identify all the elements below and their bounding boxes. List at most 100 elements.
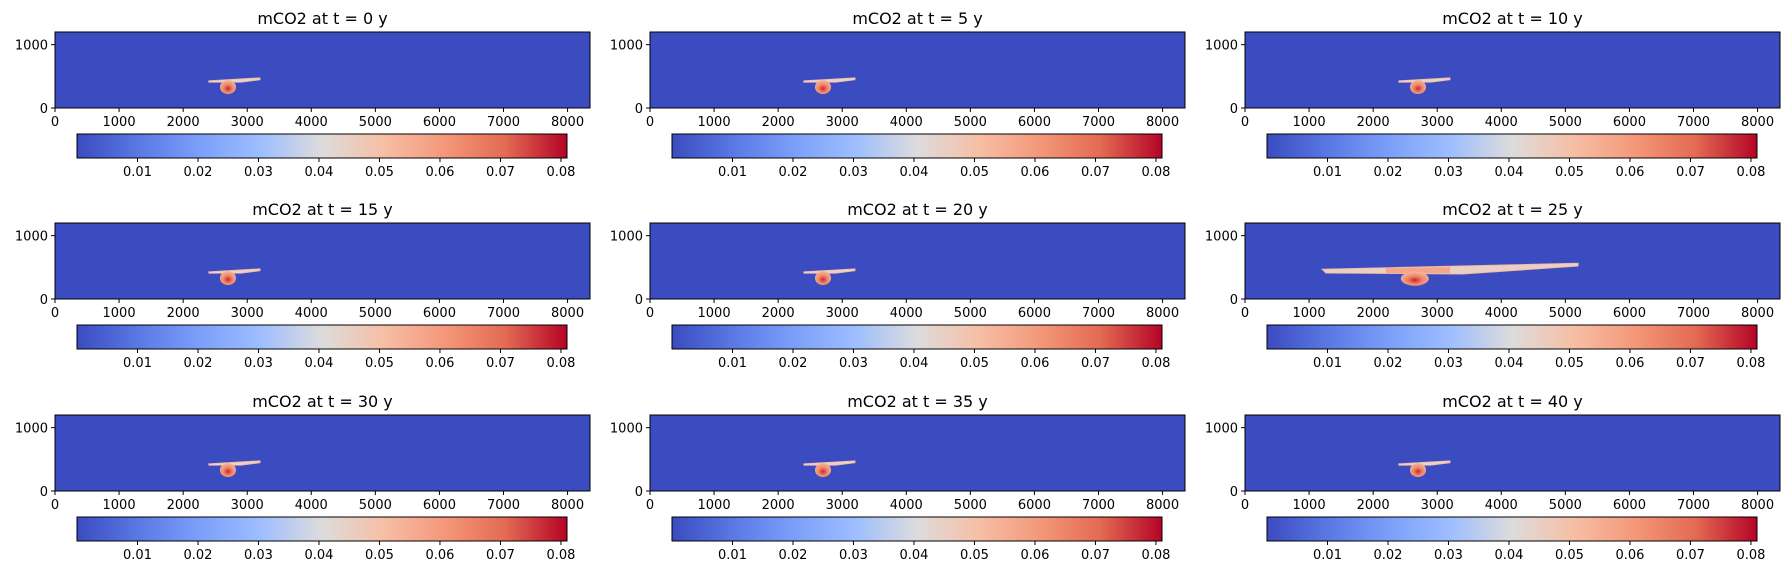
x-tick-label: 8000 bbox=[1146, 115, 1179, 130]
colorbar-tick-label: 0.03 bbox=[1434, 356, 1463, 371]
colorbar-tick-label: 0.02 bbox=[184, 548, 213, 563]
field-background bbox=[1245, 32, 1780, 108]
colorbar-tick-label: 0.07 bbox=[486, 165, 515, 180]
x-tick-label: 7000 bbox=[1082, 306, 1115, 321]
colorbar-tick-label: 0.05 bbox=[960, 356, 989, 371]
axes-frame bbox=[54, 222, 591, 300]
colorbar-tick-label: 0.06 bbox=[1020, 165, 1049, 180]
x-tick-label: 1000 bbox=[103, 115, 136, 130]
x-tick-label: 6000 bbox=[1018, 115, 1051, 130]
x-tick-label: 2000 bbox=[762, 115, 795, 130]
colorbar-tick-label: 0.05 bbox=[365, 165, 394, 180]
panel-3: mCO2 at t = 15 y 0 1000 2000 3000 4000 5000 600… bbox=[15, 200, 591, 371]
colorbar-tick-label: 0.01 bbox=[1313, 356, 1342, 371]
colorbar-tick-label: 0.08 bbox=[546, 165, 575, 180]
plume-layer bbox=[1398, 77, 1451, 83]
panel-title: mCO2 at t = 20 y bbox=[847, 200, 988, 219]
colorbar-tick-label: 0.08 bbox=[1141, 548, 1170, 563]
x-tick-label: 8000 bbox=[551, 115, 584, 130]
panel-title: mCO2 at t = 30 y bbox=[252, 392, 393, 411]
colorbar-tick-label: 0.08 bbox=[546, 548, 575, 563]
colorbar-tick-label: 0.04 bbox=[1494, 356, 1523, 371]
plume-core bbox=[814, 271, 831, 286]
panel-4: mCO2 at t = 20 y 0 1000 2000 3000 4000 5000 600… bbox=[610, 200, 1186, 371]
colorbar bbox=[671, 516, 1163, 542]
x-tick-label: 1000 bbox=[1293, 498, 1326, 513]
x-tick-label: 5000 bbox=[359, 306, 392, 321]
x-tick-label: 4000 bbox=[295, 306, 328, 321]
x-tick-label: 8000 bbox=[1146, 306, 1179, 321]
y-tick-label: 1000 bbox=[15, 39, 48, 54]
y-tick-label: 0 bbox=[635, 293, 643, 308]
axes-frame bbox=[649, 414, 1186, 492]
y-tick-label: 0 bbox=[635, 102, 643, 117]
x-tick-label: 5000 bbox=[359, 115, 392, 130]
colorbar-tick-label: 0.02 bbox=[1374, 165, 1403, 180]
x-tick-label: 1000 bbox=[1293, 115, 1326, 130]
x-tick-label: 4000 bbox=[1485, 498, 1518, 513]
y-tick-label: 1000 bbox=[1205, 230, 1238, 245]
colorbar-tick-label: 0.06 bbox=[1020, 548, 1049, 563]
x-tick-label: 7000 bbox=[487, 115, 520, 130]
field-background bbox=[650, 32, 1185, 108]
x-tick-label: 6000 bbox=[423, 115, 456, 130]
colorbar-tick-label: 0.06 bbox=[1020, 356, 1049, 371]
colorbar-tick-label: 0.08 bbox=[546, 356, 575, 371]
y-tick-label: 0 bbox=[40, 485, 48, 500]
plume-core bbox=[1409, 463, 1426, 478]
colorbar-tick-label: 0.06 bbox=[425, 165, 454, 180]
panel-5: mCO2 at t = 25 y 0 1000 2000 3000 4000 5000 600… bbox=[1205, 200, 1781, 371]
plume-core bbox=[1409, 80, 1426, 95]
colorbar-tick-label: 0.03 bbox=[244, 356, 273, 371]
axes-frame bbox=[1244, 414, 1781, 492]
panel-title: mCO2 at t = 5 y bbox=[852, 9, 982, 28]
x-tick-label: 7000 bbox=[487, 306, 520, 321]
colorbar-tick-label: 0.08 bbox=[1736, 548, 1765, 563]
colorbar-tick-label: 0.02 bbox=[184, 165, 213, 180]
y-tick-label: 0 bbox=[40, 293, 48, 308]
colorbar-tick-label: 0.01 bbox=[1313, 165, 1342, 180]
x-tick-label: 8000 bbox=[1741, 306, 1774, 321]
colorbar-tick-label: 0.05 bbox=[960, 165, 989, 180]
colorbar-tick-label: 0.08 bbox=[1736, 356, 1765, 371]
colorbar-tick-label: 0.03 bbox=[839, 548, 868, 563]
plume-core bbox=[219, 271, 236, 286]
axes-frame bbox=[1244, 222, 1781, 300]
colorbar-tick-label: 0.03 bbox=[839, 356, 868, 371]
x-tick-label: 2000 bbox=[167, 498, 200, 513]
colorbar-tick-label: 0.03 bbox=[244, 165, 273, 180]
field-background bbox=[1245, 415, 1780, 491]
x-tick-label: 6000 bbox=[1613, 306, 1646, 321]
x-tick-label: 1000 bbox=[103, 498, 136, 513]
colorbar-tick-label: 0.04 bbox=[899, 356, 928, 371]
colorbar-tick-label: 0.01 bbox=[718, 165, 747, 180]
panel-title: mCO2 at t = 10 y bbox=[1442, 9, 1583, 28]
panel-0: mCO2 at t = 0 y 0 1000 2000 3000 4000 5000 6000… bbox=[15, 9, 591, 180]
x-tick-label: 6000 bbox=[1613, 498, 1646, 513]
x-tick-label: 5000 bbox=[359, 498, 392, 513]
colorbar-tick-label: 0.06 bbox=[1615, 548, 1644, 563]
y-tick-label: 0 bbox=[1230, 485, 1238, 500]
x-tick-label: 4000 bbox=[890, 115, 923, 130]
x-tick-label: 1000 bbox=[698, 306, 731, 321]
colorbar-tick-label: 0.01 bbox=[123, 356, 152, 371]
x-tick-label: 3000 bbox=[231, 498, 264, 513]
colorbar-tick-label: 0.02 bbox=[1374, 356, 1403, 371]
plume-layer-inner bbox=[1385, 267, 1451, 274]
x-tick-label: 3000 bbox=[1421, 498, 1454, 513]
x-tick-label: 5000 bbox=[954, 306, 987, 321]
colorbar-tick-label: 0.05 bbox=[960, 548, 989, 563]
panel-6: mCO2 at t = 30 y 0 1000 2000 3000 4000 5000 600… bbox=[15, 392, 591, 563]
colorbar-tick-label: 0.04 bbox=[304, 356, 333, 371]
colorbar-tick-label: 0.01 bbox=[123, 165, 152, 180]
field-background bbox=[55, 223, 590, 299]
x-tick-label: 7000 bbox=[1082, 498, 1115, 513]
x-tick-label: 0 bbox=[1241, 498, 1249, 513]
plume-core bbox=[219, 80, 236, 95]
y-tick-label: 0 bbox=[1230, 293, 1238, 308]
plume-layer bbox=[208, 268, 261, 274]
colorbar bbox=[1266, 133, 1758, 159]
x-tick-label: 0 bbox=[51, 306, 59, 321]
x-tick-label: 1000 bbox=[1293, 306, 1326, 321]
y-tick-label: 0 bbox=[1230, 102, 1238, 117]
